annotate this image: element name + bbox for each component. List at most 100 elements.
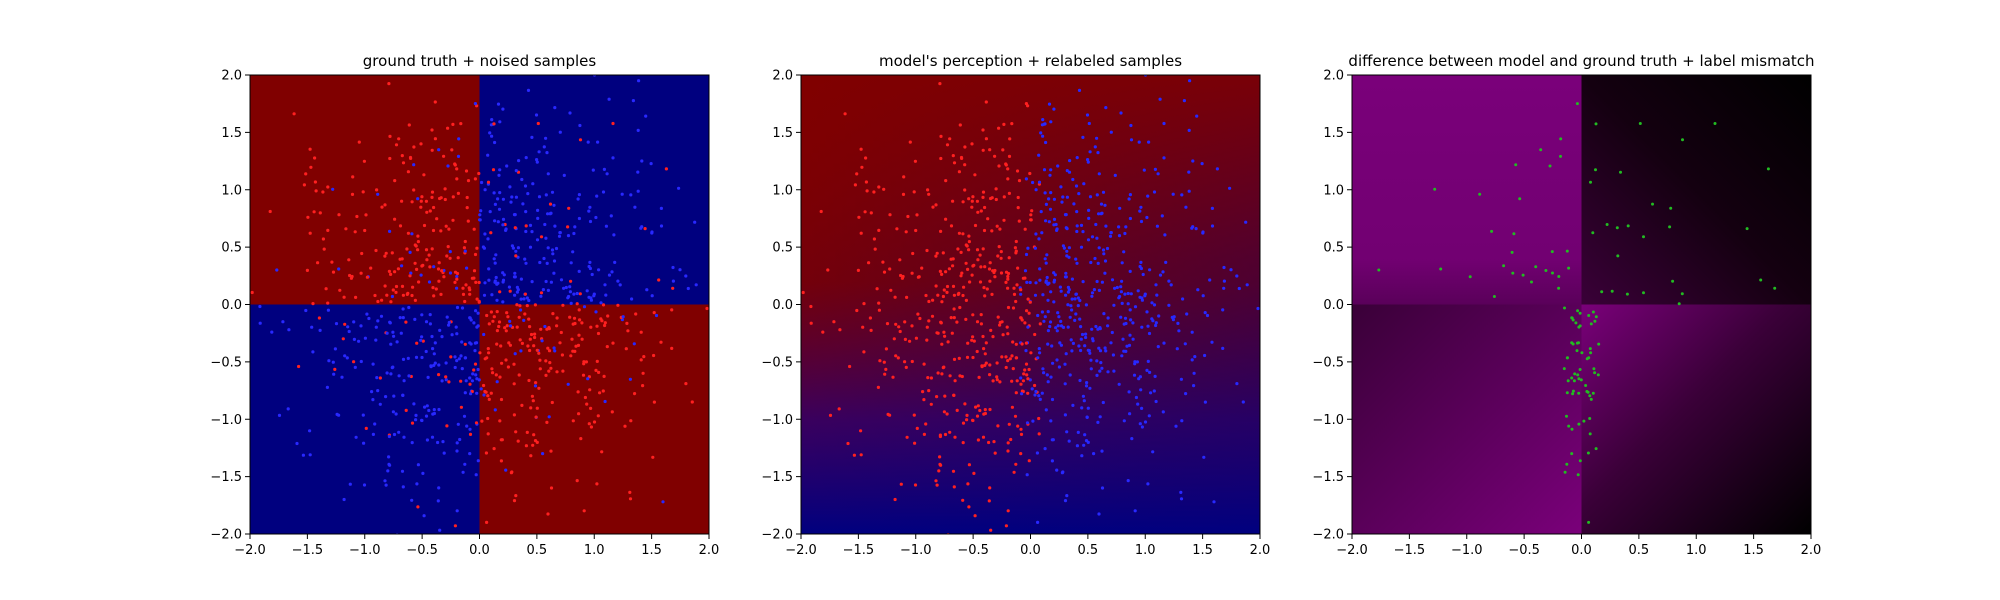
sample-point <box>353 365 357 369</box>
sample-point <box>519 277 524 281</box>
sample-point <box>410 421 415 425</box>
sample-point <box>1034 281 1038 285</box>
sample-point <box>487 278 491 282</box>
sample-point <box>410 232 414 236</box>
sample-point <box>325 385 329 389</box>
sample-point <box>1126 302 1130 306</box>
sample-point <box>391 288 395 292</box>
sample-point <box>494 275 498 280</box>
sample-point <box>1073 297 1077 301</box>
sample-point <box>424 248 429 252</box>
sample-point <box>981 128 985 132</box>
sample-point <box>482 383 486 388</box>
sample-point <box>988 148 992 152</box>
sample-point <box>690 400 694 404</box>
sample-point <box>859 453 863 457</box>
sample-point <box>401 307 405 311</box>
sample-point <box>374 338 378 342</box>
sample-point <box>1605 223 1609 226</box>
sample-point <box>576 390 580 394</box>
sample-point <box>1109 341 1113 345</box>
sample-point <box>951 284 956 288</box>
sample-point <box>1162 121 1166 126</box>
sample-point <box>1066 303 1070 307</box>
sample-point <box>1067 170 1072 174</box>
sample-point <box>705 306 709 311</box>
sample-point <box>1571 342 1575 346</box>
sample-point <box>401 357 406 361</box>
sample-point <box>836 68 839 71</box>
sample-point <box>964 261 968 265</box>
sample-point <box>340 375 344 379</box>
sample-point <box>546 346 550 350</box>
sample-point <box>1578 311 1582 315</box>
sample-point <box>914 228 918 233</box>
sample-point <box>545 151 549 155</box>
sample-point <box>1567 424 1571 428</box>
sample-point <box>393 270 397 274</box>
sample-point <box>582 305 587 309</box>
sample-point <box>332 372 336 376</box>
sample-point <box>324 287 328 291</box>
sample-point <box>425 404 429 408</box>
sample-point <box>1038 322 1042 326</box>
sample-point <box>996 424 1000 428</box>
sample-point <box>951 199 955 203</box>
sample-point <box>629 193 633 197</box>
sample-point <box>1006 274 1010 279</box>
sample-point <box>401 393 405 397</box>
sample-point <box>478 213 482 217</box>
sample-point <box>331 270 336 274</box>
sample-point <box>572 292 576 296</box>
sample-point <box>389 300 393 304</box>
sample-point <box>489 391 493 395</box>
sample-point <box>518 304 522 308</box>
sample-point <box>891 375 895 379</box>
sample-point <box>957 170 962 174</box>
sample-point <box>1570 452 1574 456</box>
x-tick-label: 2.0 <box>699 543 720 558</box>
sample-point <box>632 342 636 346</box>
sample-point <box>451 218 455 222</box>
sample-point <box>1490 229 1494 233</box>
sample-point <box>364 213 368 217</box>
sample-point <box>1127 197 1131 201</box>
sample-point <box>636 189 640 193</box>
sample-point <box>1241 400 1245 404</box>
sample-point <box>1191 159 1195 163</box>
sample-point <box>568 285 572 289</box>
sample-point <box>558 231 562 235</box>
sample-point <box>586 377 590 381</box>
sample-point <box>1081 280 1085 284</box>
sample-point <box>981 435 986 439</box>
sample-point <box>713 514 716 517</box>
sample-point <box>1139 260 1143 264</box>
sample-point <box>474 373 478 377</box>
sample-point <box>1088 386 1092 390</box>
sample-point <box>1162 341 1166 345</box>
sample-point <box>991 379 995 383</box>
sample-point <box>1154 321 1158 325</box>
sample-point <box>1029 351 1033 355</box>
sample-point <box>474 309 478 313</box>
sample-point <box>555 316 559 320</box>
sample-point <box>1112 369 1116 373</box>
sample-point <box>1083 344 1087 348</box>
sample-point <box>1140 406 1144 410</box>
sample-point <box>958 374 962 378</box>
sample-point <box>588 388 592 392</box>
sample-point <box>623 424 627 428</box>
sample-point <box>408 155 413 160</box>
sample-point <box>420 418 424 422</box>
sample-point <box>416 234 420 238</box>
sample-point <box>1064 352 1068 356</box>
sample-point <box>397 430 401 434</box>
sample-point <box>1081 394 1085 398</box>
sample-point <box>927 389 931 393</box>
y-tick-label: 1.0 <box>772 183 793 198</box>
sample-point <box>603 323 607 328</box>
sample-point <box>1157 314 1161 318</box>
sample-point <box>949 316 953 320</box>
sample-point <box>1037 432 1041 436</box>
sample-point <box>492 447 496 451</box>
